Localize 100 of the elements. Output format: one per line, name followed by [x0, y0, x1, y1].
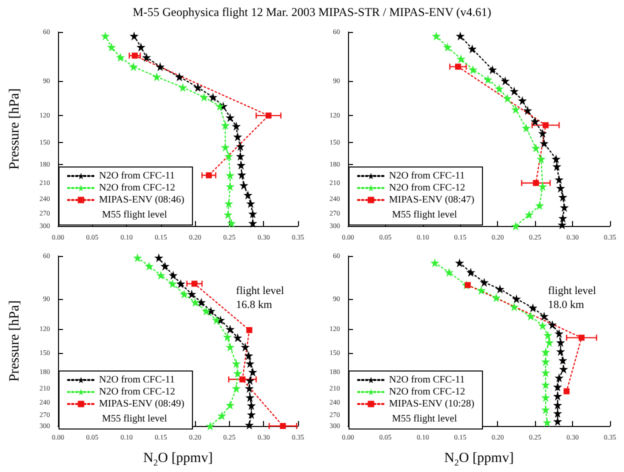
point: [544, 338, 554, 347]
point: [224, 152, 234, 161]
point: [226, 342, 235, 352]
point: [511, 104, 520, 114]
point: [239, 180, 248, 190]
point: [532, 180, 539, 186]
point: [455, 258, 464, 268]
point: [246, 392, 254, 402]
point: [553, 392, 562, 401]
point: [512, 294, 521, 304]
point: [540, 312, 549, 321]
point: [246, 199, 256, 208]
y-axis-title: Pressure [hPa]: [8, 300, 22, 382]
point: [541, 348, 550, 357]
point: [560, 202, 569, 212]
point: [494, 84, 504, 94]
point: [540, 138, 549, 148]
point: [541, 392, 550, 402]
point: [246, 376, 254, 385]
point: [180, 290, 189, 299]
point: [553, 382, 562, 392]
point: [443, 42, 452, 52]
point: [239, 376, 246, 382]
point: [224, 210, 233, 220]
legend-label: N2O from CFC-12: [389, 386, 466, 398]
point: [174, 72, 184, 82]
point: [456, 54, 466, 64]
point: [476, 286, 486, 295]
point: [156, 62, 165, 72]
point: [226, 170, 235, 180]
legend-label: N2O from CFC-11: [389, 374, 465, 386]
legend-label: MIPAS-ENV (08:47): [389, 194, 474, 206]
point: [495, 284, 504, 294]
point: [202, 306, 211, 316]
point: [128, 62, 138, 72]
point: [535, 200, 544, 210]
point: [233, 333, 242, 342]
point: [511, 222, 520, 230]
point: [168, 279, 178, 288]
point: [220, 142, 230, 152]
point: [432, 31, 441, 40]
point: [455, 64, 462, 70]
point: [246, 410, 256, 419]
annotation: M55 flight level: [392, 210, 458, 220]
point: [502, 94, 512, 103]
point: [526, 312, 536, 321]
point: [246, 400, 256, 410]
point: [456, 31, 465, 40]
point: [132, 52, 138, 59]
point: [244, 384, 254, 393]
legend-label: MIPAS-ENV (10:28): [389, 398, 474, 410]
point: [480, 278, 489, 287]
point: [226, 182, 235, 191]
point: [554, 373, 564, 382]
point: [552, 162, 562, 171]
point: [233, 132, 242, 142]
point: [178, 82, 188, 92]
point: [558, 356, 568, 365]
chart-title: M-55 Geophysica flight 12 Mar. 2003 MIPAS-STR / MIPAS-ENV (v4.61): [132, 4, 492, 21]
y-axis-title: Pressure [hPa]: [8, 88, 22, 170]
point: [556, 338, 566, 347]
point: [168, 270, 178, 280]
point: [528, 303, 538, 312]
point: [226, 324, 235, 334]
point: [538, 128, 548, 138]
point: [152, 72, 162, 82]
point: [200, 92, 209, 102]
point: [232, 358, 241, 368]
point: [430, 258, 440, 268]
point: [100, 31, 110, 40]
point: [492, 293, 501, 302]
point: [106, 42, 116, 52]
point: [280, 423, 286, 429]
point: [130, 31, 139, 40]
point: [233, 368, 242, 378]
point: [556, 346, 566, 356]
point: [191, 280, 198, 287]
point: [564, 388, 570, 394]
point: [466, 268, 476, 277]
point: [531, 143, 540, 152]
point: [558, 214, 568, 223]
point: [541, 368, 550, 378]
point: [220, 120, 230, 130]
point: [523, 106, 532, 115]
point: [160, 262, 170, 271]
point: [217, 411, 226, 420]
point: [266, 112, 272, 119]
point: [236, 160, 246, 170]
point: [243, 190, 252, 200]
point: [510, 86, 519, 96]
annotation: M55 flight level: [102, 210, 168, 220]
point: [510, 302, 519, 312]
legend-label: N2O from CFC-11: [389, 170, 465, 182]
point: [236, 142, 245, 151]
point: [444, 268, 454, 277]
point: [222, 332, 232, 342]
point: [212, 316, 221, 325]
point: [246, 327, 252, 334]
point: [236, 152, 245, 161]
point: [226, 218, 236, 228]
